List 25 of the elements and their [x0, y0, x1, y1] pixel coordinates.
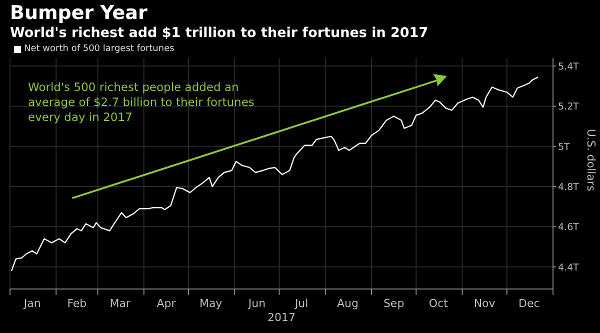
y-tick-label: 4.4T	[558, 262, 580, 274]
y-tick-label: 4.6T	[558, 222, 580, 234]
y-tick-label: 4.8T	[558, 182, 580, 193]
x-tick-label: Jul	[294, 297, 308, 310]
annotation: World's 500 richest people added an average of $2.7 billion to their fortunes every day in 2017	[28, 80, 256, 125]
x-tick-label: Oct	[428, 297, 449, 310]
line-series	[10, 76, 539, 272]
x-tick-label: Jan	[22, 297, 41, 310]
y-tick-label: 5.4T	[558, 61, 580, 72]
x-tick-label: Sep	[383, 297, 404, 310]
x-tick-label: Feb	[67, 297, 87, 310]
chart-title: Bumper Year	[10, 2, 148, 24]
y-axis-title: U.S. dollars	[584, 128, 598, 192]
x-tick-label: Apr	[156, 297, 176, 310]
x-axis-title: 2017	[266, 311, 296, 324]
chart-subtitle: World's richest add $1 trillion to their fortunes in 2017	[10, 25, 428, 41]
x-tick-label: Mar	[110, 297, 131, 310]
legend-label: Net worth of 500 largest fortunes	[23, 44, 174, 54]
x-tick-label: Dec	[518, 297, 540, 310]
x-tick-label: Aug	[336, 297, 358, 310]
y-tick-label: 5.2T	[558, 102, 580, 113]
x-tick-label: May	[199, 297, 223, 310]
x-tick-label: Jun	[247, 297, 266, 310]
y-tick-label: 5T	[558, 142, 570, 153]
x-tick-label: Nov	[474, 297, 496, 310]
